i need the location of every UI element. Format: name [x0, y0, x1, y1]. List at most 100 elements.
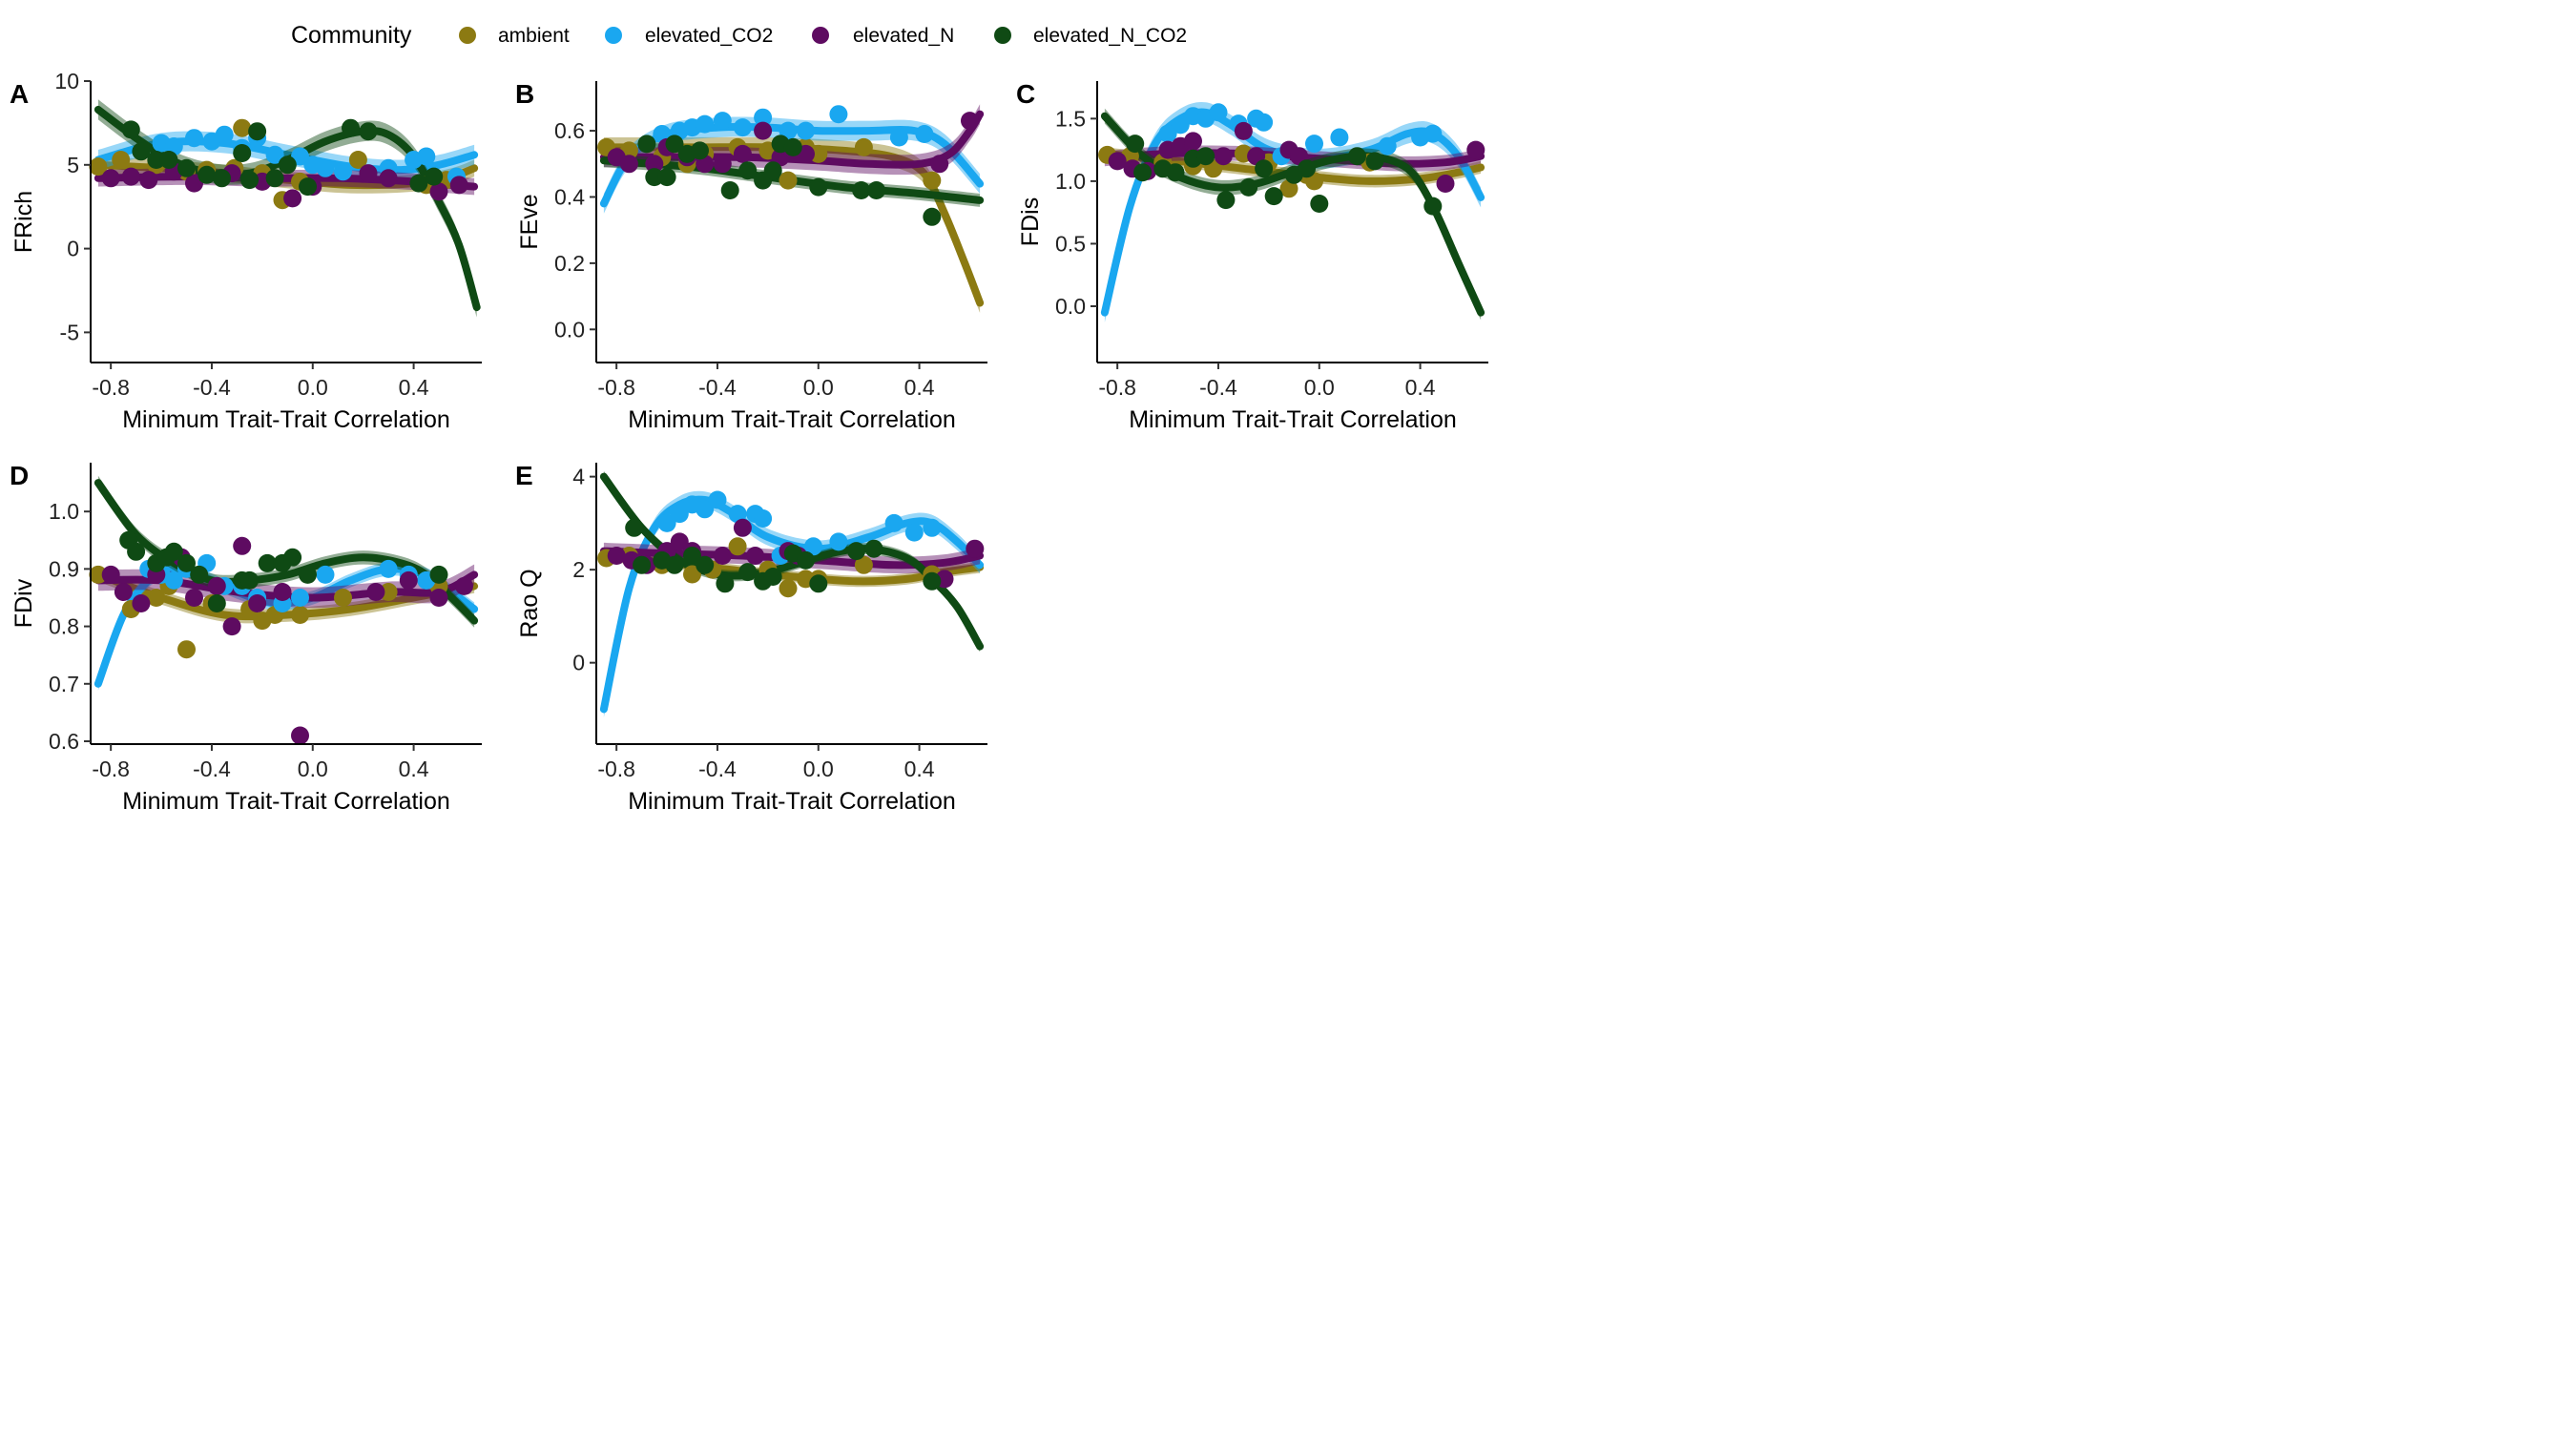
- data-point: [409, 174, 428, 193]
- data-point: [299, 565, 317, 584]
- data-point: [966, 539, 985, 558]
- data-point: [379, 583, 398, 601]
- chart-fdiv: D -0.8 -0.4 0.0 0.4 0.6 0.7 0.8 0.9 1.0 Minimum Tr…: [10, 461, 482, 815]
- data-point: [316, 565, 335, 584]
- data-point: [1298, 159, 1316, 178]
- legend-entry-elevated-n: elevated_N: [812, 25, 954, 47]
- data-point: [112, 151, 131, 169]
- x-tick-label: -0.4: [698, 757, 737, 781]
- data-point: [417, 147, 436, 166]
- series-elevated-co2-points: [1158, 103, 1443, 166]
- data-point: [455, 576, 473, 595]
- data-point: [299, 177, 317, 197]
- data-point: [240, 570, 260, 590]
- data-point: [783, 137, 802, 156]
- series-elevated-n-co2-points: [119, 530, 448, 612]
- data-point: [923, 518, 942, 537]
- data-point: [1279, 179, 1298, 198]
- data-point: [797, 550, 815, 570]
- data-point: [633, 555, 652, 574]
- data-point: [379, 559, 398, 578]
- data-point: [291, 589, 309, 607]
- data-point: [1184, 132, 1202, 151]
- x-tick-label: -0.4: [193, 757, 231, 781]
- data-point: [348, 151, 367, 169]
- data-point: [177, 640, 196, 659]
- data-point: [1310, 195, 1329, 213]
- data-point: [683, 547, 701, 565]
- data-point: [132, 594, 151, 612]
- data-point: [720, 181, 739, 199]
- panel-tag: D: [10, 461, 29, 490]
- data-point: [1214, 147, 1233, 166]
- x-tick-label: 0.0: [1304, 375, 1335, 400]
- data-point: [291, 726, 309, 745]
- data-point: [696, 555, 715, 574]
- series-elevated-n-points: [1108, 121, 1485, 193]
- y-tick-label: 0.8: [49, 614, 79, 639]
- legend-swatch-ambient: [459, 27, 476, 44]
- data-point: [429, 589, 448, 607]
- data-point: [779, 121, 798, 140]
- x-tick-label: -0.4: [698, 375, 737, 400]
- data-point: [1436, 175, 1455, 193]
- data-point: [1264, 187, 1283, 206]
- data-point: [233, 536, 252, 555]
- x-tick-label: 0.4: [1405, 375, 1436, 400]
- data-point: [1330, 128, 1349, 147]
- data-point: [854, 137, 873, 156]
- data-point: [207, 594, 226, 612]
- data-point: [273, 583, 292, 601]
- data-point: [961, 112, 979, 131]
- legend-swatch-elevated-n: [812, 27, 829, 44]
- data-point: [185, 589, 203, 607]
- y-tick-label: 10: [54, 69, 79, 93]
- data-point: [1133, 163, 1153, 182]
- data-point: [177, 158, 196, 177]
- chart-legend: Community ambient elevated_CO2 elevated_…: [291, 22, 1187, 49]
- data-point: [713, 112, 732, 131]
- data-point: [915, 125, 934, 143]
- data-point: [1255, 159, 1274, 178]
- panel-d-fdiv: D -0.8 -0.4 0.0 0.4 0.6 0.7 0.8 0.9 1.0 Minimum Tr…: [0, 448, 487, 835]
- data-point: [139, 171, 158, 190]
- data-point: [101, 169, 120, 188]
- series-elevated-n-co2-points: [121, 118, 444, 197]
- data-point: [283, 189, 302, 208]
- y-tick-label: 0.7: [49, 672, 79, 696]
- series-elevated-co2-points: [653, 105, 934, 147]
- data-point: [771, 148, 790, 167]
- data-point: [121, 167, 140, 186]
- data-point: [763, 568, 782, 586]
- legend-label-elevated-co2: elevated_CO2: [645, 25, 773, 47]
- y-axis-title: FEve: [516, 194, 543, 249]
- data-point: [278, 156, 297, 175]
- data-point: [127, 542, 146, 561]
- x-tick-label: 0.0: [298, 757, 328, 781]
- data-point: [854, 555, 873, 574]
- data-point: [265, 169, 284, 188]
- data-point: [1158, 124, 1177, 143]
- y-tick-label: 0.5: [1055, 231, 1086, 256]
- data-point: [738, 563, 758, 582]
- data-point: [177, 553, 196, 572]
- data-point: [101, 565, 120, 584]
- series-elevated-n-co2-fit: [93, 99, 481, 318]
- data-point: [904, 523, 924, 542]
- series-elevated-n-co2-points: [625, 518, 942, 593]
- data-point: [797, 121, 815, 140]
- legend-label-elevated-n: elevated_N: [853, 25, 954, 47]
- data-point: [733, 144, 752, 163]
- panel-a-frich: A -0.8 -0.4 0.0 0.4 -5 0 5 10 Minimum Trait-Trait…: [0, 67, 487, 453]
- data-point: [746, 547, 765, 565]
- data-point: [121, 120, 140, 139]
- data-point: [213, 169, 231, 188]
- data-point: [215, 125, 234, 144]
- data-point: [147, 151, 166, 169]
- x-tick-label: 0.4: [399, 375, 429, 400]
- x-tick-label: 0.4: [904, 757, 935, 781]
- data-point: [852, 181, 871, 199]
- legend-entry-elevated-n-co2: elevated_N_CO2: [994, 25, 1187, 47]
- data-point: [763, 161, 782, 180]
- data-point: [429, 182, 448, 201]
